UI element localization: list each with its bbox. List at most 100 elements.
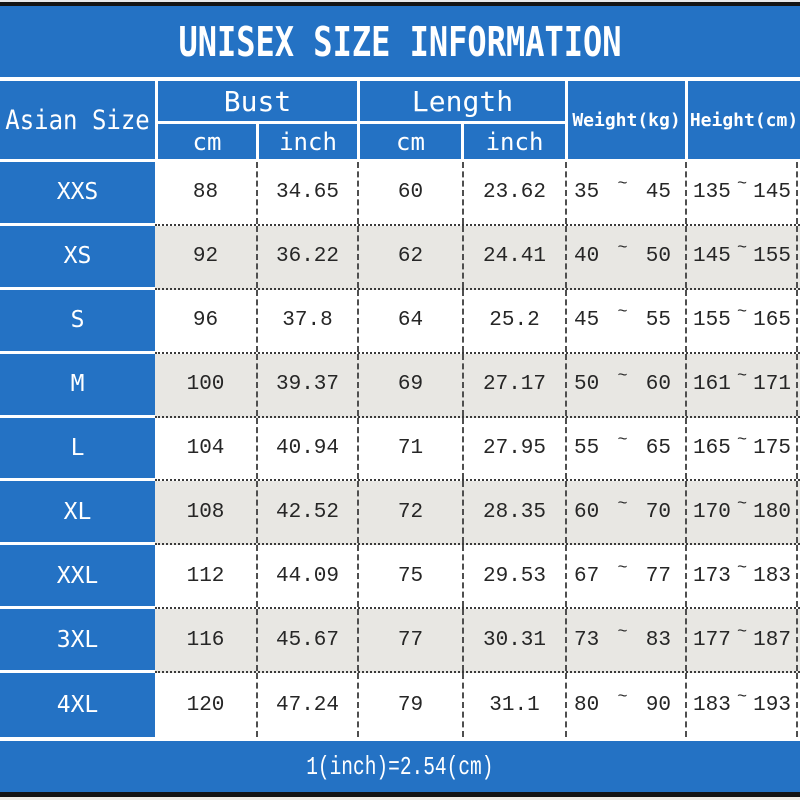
divider xyxy=(0,77,800,81)
table-row-xs: XS 92 36.22 62 24.41 40 ~50 145 ~155 xyxy=(0,225,800,290)
bust-inch-value: 40.94 xyxy=(256,417,357,480)
height-max: 175 xyxy=(753,437,791,460)
table-row-xxl: XXL 112 44.09 75 29.53 67 ~77 173 ~183 xyxy=(0,545,800,610)
height-min: 161 xyxy=(693,373,731,397)
weight-range: 35 ~45 xyxy=(565,162,685,224)
weight-range: 40 ~50 xyxy=(565,225,685,288)
weight-min: 67 xyxy=(574,564,600,588)
height-range: 177 ~187 xyxy=(685,609,798,672)
size-label: XS xyxy=(0,225,155,290)
column-group-bust: Bust cm inch xyxy=(155,81,357,159)
length-inch-value: 31.1 xyxy=(462,673,565,738)
divider xyxy=(0,737,800,741)
column-header-asian-size-label: Asian Size xyxy=(5,104,150,136)
bust-inch-value: 47.24 xyxy=(256,673,357,738)
height-max: 171 xyxy=(753,373,791,397)
length-cm-value: 72 xyxy=(357,481,462,544)
bust-cm-value: 120 xyxy=(186,693,225,717)
height-min: 177 xyxy=(693,628,731,652)
weight-min: 80 xyxy=(574,693,600,717)
top-edge-line xyxy=(0,0,800,2)
bottom-edge-line xyxy=(0,797,800,800)
tilde: ~ xyxy=(736,367,748,387)
weight-max: 45 xyxy=(645,181,671,205)
height-max: 187 xyxy=(753,628,791,652)
top-black-bar xyxy=(0,2,800,6)
column-header-asian-size: Asian Size xyxy=(0,81,155,159)
column-header-weight: Weight(kg) xyxy=(565,81,685,159)
subheader-bust-inch: inch xyxy=(256,124,357,159)
bust-inch-value: 36.22 xyxy=(256,225,357,288)
length-inch-value: 24.41 xyxy=(462,225,565,288)
weight-min: 55 xyxy=(574,437,600,460)
height-max: 145 xyxy=(753,181,791,205)
bust-cm-value: 96 xyxy=(192,309,219,333)
bust-cm-value: 88 xyxy=(192,181,219,205)
tilde: ~ xyxy=(617,494,628,514)
bust-cm-value: 104 xyxy=(186,437,225,460)
table-header: Asian Size Bust cm inch Length cm inch W… xyxy=(0,81,800,162)
footer-band: 1(inch)=2.54(cm) xyxy=(0,741,800,792)
table-row-m: M 100 39.37 69 27.17 50 ~60 161 ~171 xyxy=(0,353,800,418)
subheader-length-inch: inch xyxy=(461,124,565,159)
height-max: 180 xyxy=(753,500,791,524)
tilde: ~ xyxy=(736,494,748,514)
height-range: 165 ~175 xyxy=(685,417,798,480)
bust-inch-value: 37.8 xyxy=(256,289,357,352)
page-title: UNISEX SIZE INFORMATION xyxy=(178,17,622,66)
size-label: 3XL xyxy=(0,609,155,674)
length-inch-value: 27.17 xyxy=(462,353,565,416)
bust-cm-value: 108 xyxy=(186,500,225,524)
height-range: 135 ~145 xyxy=(685,162,798,224)
tilde: ~ xyxy=(736,687,748,707)
height-range: 173 ~183 xyxy=(685,545,798,608)
height-range: 183 ~193 xyxy=(685,673,798,738)
title-band: UNISEX SIZE INFORMATION xyxy=(0,6,800,77)
tilde: ~ xyxy=(617,239,628,259)
weight-max: 55 xyxy=(645,309,671,333)
weight-range: 50 ~60 xyxy=(565,353,685,416)
size-label: XXL xyxy=(0,545,155,610)
weight-min: 50 xyxy=(574,373,600,397)
size-label: XXS xyxy=(0,162,155,226)
tilde: ~ xyxy=(736,303,748,323)
table-body: XXS 88 34.65 60 23.62 35 ~45 135 ~145 XS 9… xyxy=(0,162,800,738)
height-range: 145 ~155 xyxy=(685,225,798,288)
size-label: L xyxy=(0,417,155,482)
tilde: ~ xyxy=(617,175,628,195)
size-label: 4XL xyxy=(0,673,155,738)
subheader-length-cm: cm xyxy=(396,127,425,156)
height-range: 161 ~171 xyxy=(685,353,798,416)
tilde: ~ xyxy=(617,687,628,707)
length-subheader-row: cm inch xyxy=(360,121,565,159)
table-row-l: L 104 40.94 71 27.95 55 ~65 165 ~175 xyxy=(0,417,800,482)
bust-inch-value: 44.09 xyxy=(256,545,357,608)
length-cm-value: 62 xyxy=(357,225,462,288)
size-label: XL xyxy=(0,481,155,546)
weight-max: 50 xyxy=(645,245,671,269)
table-row-s: S 96 37.8 64 25.2 45 ~55 155 ~165 xyxy=(0,289,800,354)
tilde: ~ xyxy=(617,431,628,450)
height-min: 170 xyxy=(693,500,731,524)
height-range: 155 ~165 xyxy=(685,289,798,352)
length-inch-value: 29.53 xyxy=(462,545,565,608)
tilde: ~ xyxy=(617,622,628,642)
length-inch-value: 23.62 xyxy=(462,162,565,224)
bust-subheader-row: cm inch xyxy=(158,121,357,159)
height-max: 193 xyxy=(753,693,791,717)
length-inch-value: 27.95 xyxy=(462,417,565,480)
bust-inch-value: 39.37 xyxy=(256,353,357,416)
height-max: 183 xyxy=(753,564,791,588)
tilde: ~ xyxy=(617,367,628,387)
weight-range: 73 ~83 xyxy=(565,609,685,672)
bust-cm-value: 100 xyxy=(186,373,225,397)
table-row-xl: XL 108 42.52 72 28.35 60 ~70 170 ~180 xyxy=(0,481,800,546)
length-cm-value: 60 xyxy=(357,162,462,224)
weight-range: 80 ~90 xyxy=(565,673,685,738)
weight-max: 70 xyxy=(645,500,671,524)
table-row-xxs: XXS 88 34.65 60 23.62 35 ~45 135 ~145 xyxy=(0,162,800,226)
conversion-note: 1(inch)=2.54(cm) xyxy=(306,751,494,782)
length-cm-value: 77 xyxy=(357,609,462,672)
weight-max: 90 xyxy=(645,693,671,717)
length-cm-value: 69 xyxy=(357,353,462,416)
